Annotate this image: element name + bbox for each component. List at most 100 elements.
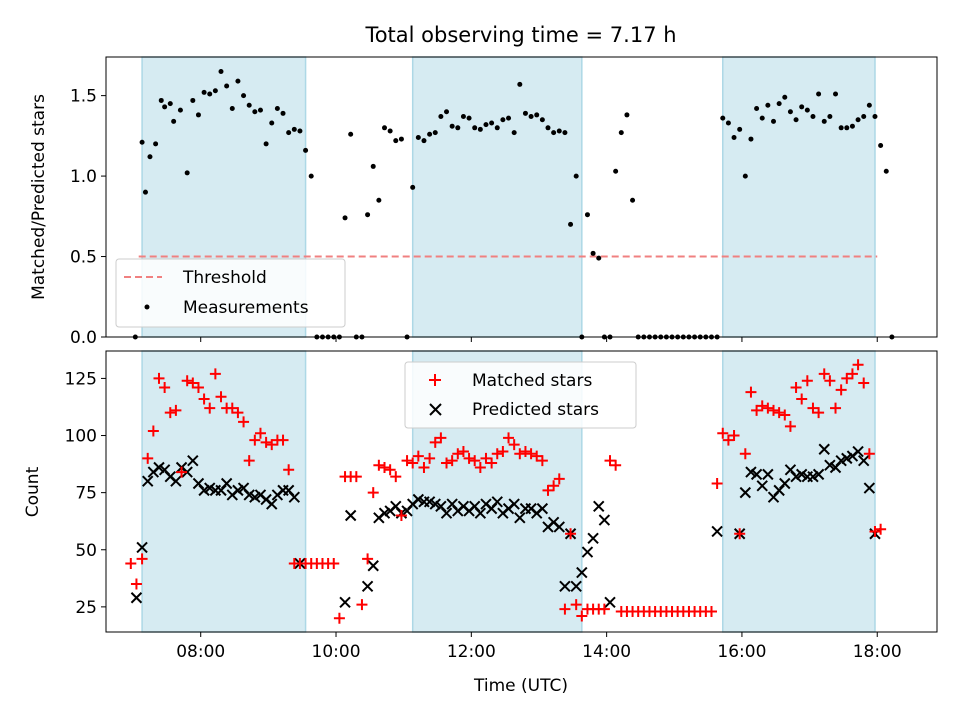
measurement-point xyxy=(291,126,297,132)
predicted-star-point xyxy=(818,443,830,455)
predicted-star-point xyxy=(187,454,199,467)
matched-star-point xyxy=(187,377,199,389)
matched-star-point xyxy=(373,459,385,471)
matched-star-point xyxy=(790,382,802,394)
predicted-star-point xyxy=(593,500,605,513)
matched-star-point xyxy=(610,459,622,471)
measurement-point xyxy=(816,91,822,97)
matched-legend-label: Matched stars xyxy=(472,371,592,391)
matched-star-point xyxy=(548,480,560,492)
matched-star-point xyxy=(542,484,554,496)
predicted-star-point xyxy=(756,480,768,492)
measurement-point xyxy=(737,126,743,132)
measurement-point xyxy=(432,130,438,136)
x-axis-label: Time (UTC) xyxy=(473,676,568,696)
measurement-point xyxy=(878,143,884,149)
predicted-star-point xyxy=(474,507,487,519)
threshold-legend-label: Threshold xyxy=(182,268,267,288)
measurement-point xyxy=(269,120,275,126)
count-panel: 25 50 75 100 125 08:00 10:00 12:00 14:00 16:00 18… xyxy=(23,350,938,696)
measurement-point xyxy=(218,68,224,74)
y-tick-label: 50 xyxy=(75,541,97,561)
matched-star-point xyxy=(463,452,475,464)
predicted-star-point xyxy=(266,498,278,510)
matched-star-point xyxy=(277,434,289,446)
matched-star-point xyxy=(779,409,791,421)
predicted-star-point xyxy=(344,509,357,522)
measurement-point xyxy=(866,102,872,108)
observing-band xyxy=(141,350,307,633)
measurement-point xyxy=(748,136,754,142)
matched-star-point xyxy=(491,448,503,460)
measurement-point xyxy=(460,114,466,120)
matched-star-point xyxy=(384,464,396,476)
measurement-point xyxy=(257,107,263,113)
matched-star-point xyxy=(514,448,526,460)
top-observing-bands xyxy=(141,56,876,338)
measurement-point xyxy=(472,125,478,131)
measurement-point xyxy=(162,104,168,110)
measurement-point xyxy=(754,105,760,111)
matched-star-point xyxy=(367,487,379,499)
matched-star-point xyxy=(869,525,881,537)
predicted-star-point xyxy=(858,454,870,467)
measurement-point xyxy=(365,212,371,218)
matched-star-point xyxy=(215,391,227,403)
measurement-point xyxy=(263,141,269,147)
predicted-star-point xyxy=(779,477,791,490)
matched-star-point xyxy=(756,400,768,412)
matched-star-point xyxy=(401,455,413,467)
measurement-point xyxy=(534,112,540,118)
matched-star-point xyxy=(773,407,785,419)
matched-star-point xyxy=(480,452,492,464)
predicted-star-point xyxy=(361,580,374,593)
predicted-star-point xyxy=(576,566,588,579)
measurement-point xyxy=(584,212,590,218)
matched-star-point xyxy=(824,375,836,387)
predicted-star-point xyxy=(559,580,571,593)
observing-band xyxy=(722,350,876,633)
measurement-point xyxy=(613,168,619,174)
matched-star-point xyxy=(356,599,368,611)
matched-star-point xyxy=(762,402,774,414)
measurement-point xyxy=(556,128,562,134)
measurement-point xyxy=(787,109,793,115)
measurement-point xyxy=(810,114,816,120)
predicted-star-point xyxy=(750,468,763,481)
bottom-y-axis-label: Count xyxy=(23,466,43,517)
measurement-point xyxy=(804,107,810,113)
measurement-point xyxy=(517,81,523,87)
x-tick-label: 16:00 xyxy=(717,642,766,662)
measurement-point xyxy=(759,115,765,121)
matched-star-point xyxy=(863,448,875,460)
matched-star-point xyxy=(525,448,537,460)
predicted-legend-swatch xyxy=(429,403,442,416)
matched-star-point xyxy=(328,557,340,569)
predicted-star-point xyxy=(491,496,503,508)
matched-star-point xyxy=(424,452,436,464)
measurement-point xyxy=(382,125,388,131)
matched-star-point xyxy=(841,372,853,384)
matched-star-point xyxy=(204,402,216,414)
matched-star-point xyxy=(801,375,813,387)
matched-star-point xyxy=(232,407,244,419)
measurement-point xyxy=(765,102,771,108)
measurement-point xyxy=(489,120,495,126)
matched-star-point xyxy=(283,464,295,476)
matched-star-point xyxy=(508,439,520,451)
measurement-point xyxy=(568,221,574,227)
matched-star-point xyxy=(818,368,830,380)
measurement-point xyxy=(821,118,827,124)
predicted-star-point xyxy=(220,477,233,490)
measurement-point xyxy=(280,110,286,116)
predicted-star-point xyxy=(130,592,143,604)
matched-star-point xyxy=(717,427,729,439)
measurement-point xyxy=(528,114,534,120)
matched-star-point xyxy=(559,603,571,615)
matched-star-point xyxy=(852,359,864,371)
matched-star-point xyxy=(457,446,469,458)
matched-legend-swatch xyxy=(429,374,441,386)
predicted-star-point xyxy=(181,466,193,478)
measurement-point xyxy=(184,170,190,176)
